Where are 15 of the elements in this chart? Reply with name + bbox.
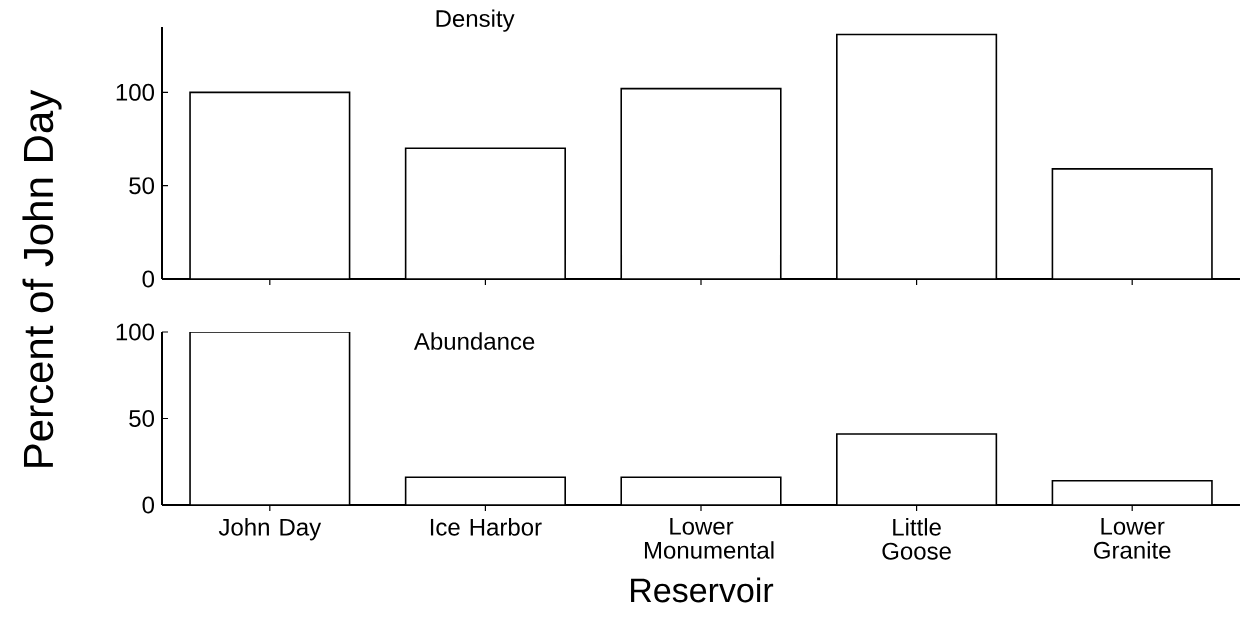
chart-title: Density	[436, 9, 515, 32]
y-tick-label: 50	[129, 177, 155, 195]
y-axis-title: Percent of John Day	[22, 89, 62, 467]
x-tick-label: Ice Harbor	[430, 518, 542, 536]
x-tick-label: Lower Monumental	[644, 518, 774, 559]
y-tick-label: 0	[142, 496, 155, 514]
y-tick-label: 100	[116, 323, 155, 341]
x-tick-label: John Day	[218, 518, 322, 541]
x-tick-label: Lower Granite	[1094, 518, 1171, 559]
chart-title: Abundance	[413, 332, 535, 350]
y-tick-label: 50	[129, 410, 155, 427]
x-tick-label: Little Goose	[882, 518, 951, 560]
x-axis-title: Reservoir	[631, 577, 774, 603]
y-tick-label: 100	[116, 83, 155, 101]
y-tick-label: 0	[142, 270, 155, 288]
